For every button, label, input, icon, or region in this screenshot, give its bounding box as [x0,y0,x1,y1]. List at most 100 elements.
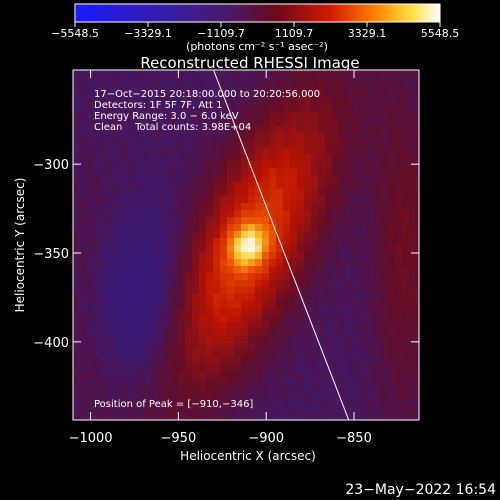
heatmap-cell [318,245,325,252]
heatmap-cell [178,350,185,357]
heatmap-cell [304,322,311,329]
heatmap-cell [283,161,290,168]
heatmap-cell [220,301,227,308]
heatmap-cell [220,371,227,378]
heatmap-cell [416,294,419,301]
heatmap-cell [283,98,290,105]
heatmap-cell [213,280,220,287]
heatmap-cell [332,371,339,378]
heatmap-cell [409,336,416,343]
heatmap-cell [409,98,416,105]
heatmap-cell [87,105,94,112]
heatmap-cell [283,231,290,238]
heatmap-cell [255,315,262,322]
heatmap-cell [234,336,241,343]
heatmap-cell [374,259,381,266]
heatmap-cell [269,126,276,133]
heatmap-cell [388,203,395,210]
heatmap-cell [402,182,409,189]
heatmap-cell [178,336,185,343]
heatmap-cell [164,413,171,420]
heatmap-cell [290,294,297,301]
heatmap-cell [94,154,101,161]
heatmap-cell [325,287,332,294]
heatmap-cell [297,329,304,336]
heatmap-cell [220,280,227,287]
heatmap-cell [157,357,164,364]
heatmap-cell [122,252,129,259]
heatmap-cell [122,70,129,77]
heatmap-cell [360,238,367,245]
heatmap-cell [136,98,143,105]
heatmap-cell [213,210,220,217]
heatmap-cell [290,329,297,336]
heatmap-cell [115,371,122,378]
heatmap-cell [199,189,206,196]
heatmap-cell [115,77,122,84]
heatmap-cell [227,168,234,175]
heatmap-cell [339,161,346,168]
heatmap-cell [178,161,185,168]
heatmap-cell [129,301,136,308]
heatmap-cell [192,280,199,287]
heatmap-cell [339,315,346,322]
heatmap-cell [122,77,129,84]
heatmap-cell [416,406,419,413]
heatmap-cell [374,84,381,91]
heatmap-cell [157,294,164,301]
heatmap-cell [115,119,122,126]
heatmap-cell [178,112,185,119]
heatmap-cell [164,147,171,154]
heatmap-cell [367,238,374,245]
heatmap-cell [248,175,255,182]
heatmap-cell [122,322,129,329]
heatmap-cell [395,217,402,224]
heatmap-cell [339,357,346,364]
heatmap-cell [409,308,416,315]
heatmap-cell [199,245,206,252]
heatmap-cell [73,315,80,322]
heatmap-cell [87,336,94,343]
heatmap-cell [178,287,185,294]
heatmap-cell [101,336,108,343]
heatmap-cell [164,98,171,105]
heatmap-cell [206,238,213,245]
heatmap-cell [192,259,199,266]
heatmap-cell [325,91,332,98]
heatmap-cell [311,350,318,357]
heatmap-cell [108,77,115,84]
heatmap-cell [143,350,150,357]
heatmap-cell [255,217,262,224]
heatmap-cell [150,231,157,238]
heatmap-cell [199,266,206,273]
heatmap-cell [318,378,325,385]
heatmap-cell [318,294,325,301]
heatmap-cell [332,105,339,112]
heatmap-cell [297,196,304,203]
heatmap-cell [395,301,402,308]
heatmap-cell [143,371,150,378]
heatmap-cell [402,70,409,77]
heatmap-cell [206,350,213,357]
x-tick-label: −850 [336,431,372,446]
heatmap-cell [164,154,171,161]
heatmap-cell [402,189,409,196]
heatmap-cell [150,210,157,217]
heatmap-cell [94,245,101,252]
heatmap-cell [94,399,101,406]
heatmap-cell [311,154,318,161]
heatmap-cell [304,371,311,378]
heatmap-cell [283,343,290,350]
heatmap-cell [80,112,87,119]
heatmap-cell [374,399,381,406]
heatmap-cell [108,133,115,140]
heatmap-cell [353,252,360,259]
heatmap-cell [332,308,339,315]
heatmap-cell [192,336,199,343]
heatmap-cell [276,133,283,140]
heatmap-cell [283,336,290,343]
heatmap-cell [150,252,157,259]
heatmap-cell [367,357,374,364]
heatmap-cell [185,217,192,224]
heatmap-cell [374,238,381,245]
